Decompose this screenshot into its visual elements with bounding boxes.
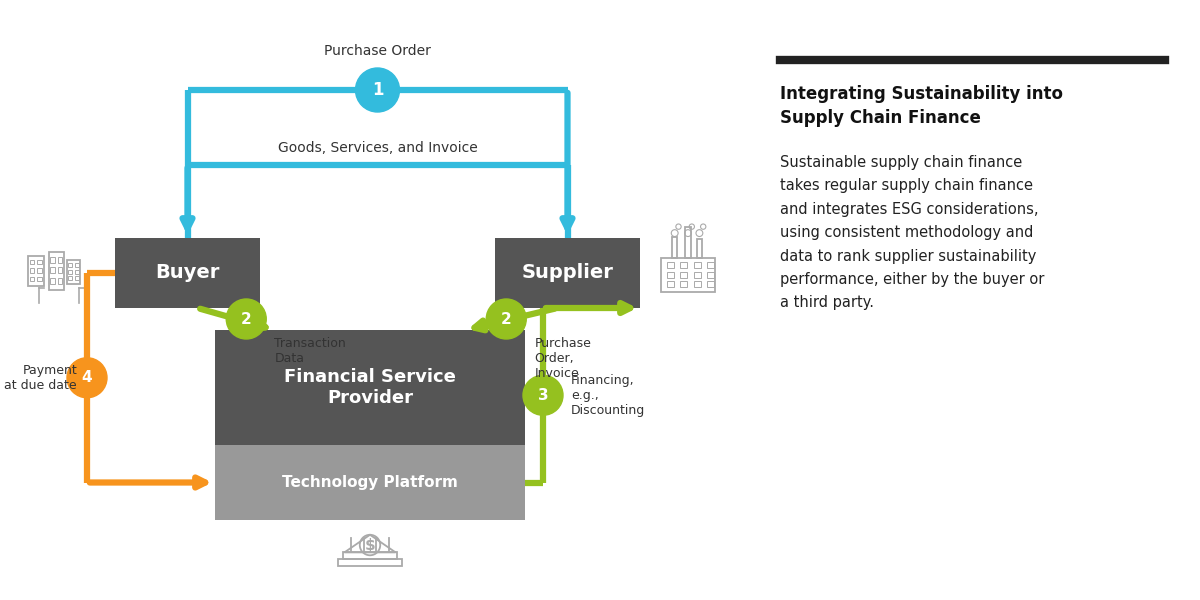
Bar <box>343 553 397 559</box>
Bar <box>680 262 688 268</box>
Circle shape <box>486 299 527 339</box>
Bar <box>30 260 34 265</box>
Bar <box>74 269 78 274</box>
Text: Purchase Order: Purchase Order <box>324 44 431 58</box>
Text: Financial Service
Provider: Financial Service Provider <box>284 368 456 407</box>
Bar <box>58 267 62 274</box>
Circle shape <box>355 68 400 112</box>
Bar <box>680 281 688 287</box>
Text: 3: 3 <box>538 388 548 403</box>
Bar <box>685 227 691 258</box>
Bar <box>496 238 640 308</box>
Bar <box>50 267 55 274</box>
Text: 2: 2 <box>500 311 511 326</box>
Bar <box>338 559 402 566</box>
Bar <box>694 272 701 278</box>
Text: Financing,
e.g.,
Discounting: Financing, e.g., Discounting <box>571 374 646 417</box>
Bar <box>667 281 674 287</box>
Bar <box>74 263 78 266</box>
Bar <box>707 281 714 287</box>
Bar <box>707 272 714 278</box>
Text: Integrating Sustainability into
Supply Chain Finance: Integrating Sustainability into Supply C… <box>780 85 1063 127</box>
Text: Technology Platform: Technology Platform <box>282 475 458 490</box>
Text: Supplier: Supplier <box>522 263 613 283</box>
Text: Purchase
Order,
Invoice: Purchase Order, Invoice <box>534 337 592 380</box>
Text: 4: 4 <box>82 370 92 385</box>
Bar <box>68 269 72 274</box>
Text: Sustainable supply chain finance
takes regular supply chain finance
and integrat: Sustainable supply chain finance takes r… <box>780 155 1044 310</box>
Text: $: $ <box>365 538 376 553</box>
Circle shape <box>227 299 266 339</box>
Bar <box>58 278 62 284</box>
Bar <box>667 262 674 268</box>
Bar <box>37 277 42 281</box>
Bar <box>115 238 260 308</box>
Bar <box>50 278 55 284</box>
Bar <box>68 263 72 266</box>
Bar <box>707 262 714 268</box>
Bar <box>58 257 62 263</box>
Bar <box>672 237 677 258</box>
Bar <box>48 252 64 290</box>
Text: 2: 2 <box>241 311 252 326</box>
Bar <box>37 268 42 273</box>
Bar <box>661 258 715 292</box>
Bar <box>680 272 688 278</box>
Bar <box>215 445 526 520</box>
Bar <box>697 239 702 258</box>
Circle shape <box>67 358 107 398</box>
Bar <box>694 281 701 287</box>
Bar <box>30 268 34 273</box>
Bar <box>28 256 43 286</box>
Text: Buyer: Buyer <box>155 263 220 283</box>
Text: Transaction
Data: Transaction Data <box>275 337 346 365</box>
Bar <box>68 277 72 280</box>
Bar <box>74 277 78 280</box>
Circle shape <box>523 375 563 415</box>
Text: Payment
at due date: Payment at due date <box>5 364 77 392</box>
Bar <box>67 260 80 284</box>
Bar <box>694 262 701 268</box>
Bar <box>30 277 34 281</box>
Bar <box>50 257 55 263</box>
Bar <box>215 330 526 445</box>
Bar <box>37 260 42 265</box>
Bar <box>667 272 674 278</box>
Text: 1: 1 <box>372 81 383 99</box>
Text: Goods, Services, and Invoice: Goods, Services, and Invoice <box>277 141 478 155</box>
